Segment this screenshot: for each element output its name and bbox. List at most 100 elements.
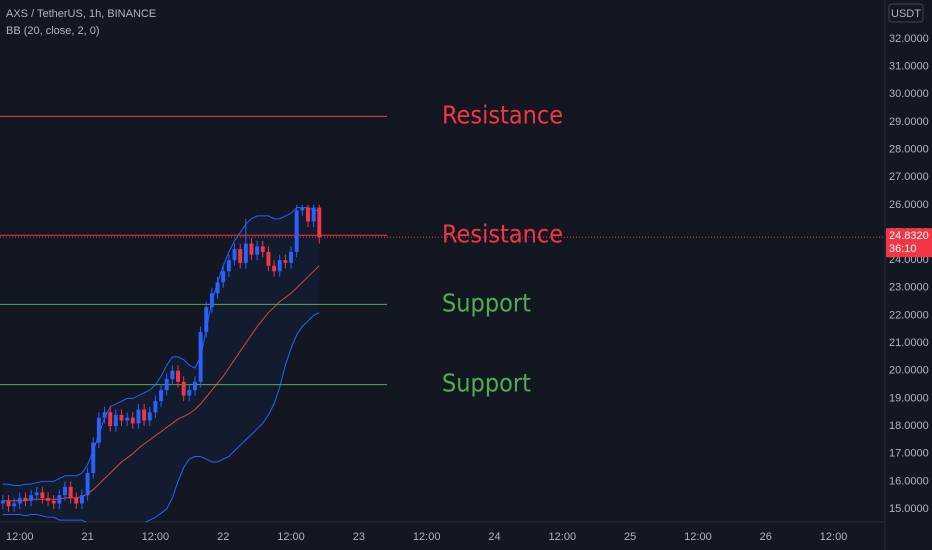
candle-body (74, 497, 79, 504)
candle-body (300, 207, 305, 211)
candle-body (51, 500, 56, 504)
x-tick-label: 12:00 (6, 531, 34, 543)
candle-body (85, 473, 90, 496)
candle-body (277, 260, 282, 272)
y-tick-label: 26.0000 (889, 199, 929, 211)
band-fill (2, 207, 320, 522)
y-tick-label: 28.0000 (889, 143, 929, 155)
candle-body (153, 401, 158, 413)
band-line (2, 312, 320, 522)
y-tick-label: 20.0000 (889, 365, 929, 377)
last-price-label: 24.8320 (889, 230, 929, 242)
y-tick-label: 17.0000 (889, 448, 929, 460)
y-tick-label: 16.0000 (889, 475, 929, 487)
candle-body (204, 307, 209, 333)
x-tick-label: 23 (353, 531, 365, 543)
x-tick-label: 12:00 (413, 531, 441, 543)
plot-area (0, 115, 885, 522)
candle-body (260, 246, 265, 252)
candle-body (198, 332, 203, 382)
y-tick-label: 19.0000 (889, 392, 929, 404)
candle-body (96, 417, 101, 443)
candle-body (164, 379, 169, 391)
candle-body (294, 210, 299, 252)
candle-body (226, 260, 231, 272)
y-tick-label: 15.0000 (889, 503, 929, 515)
candle-body (125, 417, 130, 421)
candle-body (221, 271, 226, 283)
x-tick-label: 24 (488, 531, 500, 543)
x-tick-label: 12:00 (549, 531, 577, 543)
candle-body (249, 243, 254, 255)
candle-body (29, 495, 34, 501)
candle-body (136, 409, 141, 424)
candle-body (289, 251, 294, 263)
chart-title: AXS / TetherUS, 1h, BINANCE (6, 8, 156, 20)
candle-body (142, 409, 147, 421)
y-tick-label: 29.0000 (889, 116, 929, 128)
level-label: Resistance (442, 100, 563, 129)
candle-body (317, 207, 322, 238)
x-tick-label: 22 (217, 531, 229, 543)
candle-body (209, 293, 214, 308)
currency: USDT (891, 8, 921, 20)
level-label: Support (442, 369, 531, 398)
candle-body (0, 500, 5, 504)
indicator-label: BB (20, close, 2, 0) (6, 25, 100, 37)
x-tick-label: 12:00 (142, 531, 170, 543)
candle-body (57, 495, 62, 504)
x-tick-label: 25 (624, 531, 636, 543)
candle-body (159, 390, 164, 402)
candle-body (102, 412, 107, 418)
candle-body (215, 282, 220, 294)
candle-body (34, 492, 39, 496)
candle-body (255, 246, 260, 255)
candle-body (232, 249, 237, 261)
y-tick-label: 21.0000 (889, 337, 929, 349)
candle-body (147, 412, 152, 421)
candle-body (113, 415, 118, 427)
candle-body (108, 412, 113, 427)
y-tick-label: 18.0000 (889, 420, 929, 432)
candle-body (63, 486, 67, 496)
candle-body (130, 417, 135, 424)
x-tick-label: 26 (760, 531, 772, 543)
y-tick-label: 31.0000 (889, 61, 929, 73)
candle-body (181, 381, 186, 396)
candle-body (272, 265, 277, 272)
x-tick-label: 12:00 (820, 531, 848, 543)
x-tick-label: 12:00 (684, 531, 712, 543)
candle-body (46, 497, 51, 501)
candle-body (187, 390, 192, 396)
candle-body (6, 500, 11, 507)
currency-box[interactable] (888, 3, 924, 23)
y-tick-label: 32.0000 (889, 33, 929, 45)
candle-body (23, 497, 28, 501)
candle-body (170, 370, 175, 380)
candle-body (12, 503, 17, 507)
candle-body (176, 370, 180, 382)
candle-body (243, 243, 248, 263)
candle-body (192, 381, 197, 391)
y-tick-label: 22.0000 (889, 309, 929, 321)
candle-body (238, 249, 243, 263)
candle-body (79, 495, 84, 504)
x-tick-label: 12:00 (277, 531, 305, 543)
candle-body (266, 251, 271, 266)
countdown: 36:10 (889, 243, 917, 255)
candle-body (91, 442, 96, 474)
candle-body (306, 207, 310, 222)
candle-body (311, 207, 316, 222)
candle-body (119, 415, 124, 421)
band-line (2, 207, 320, 486)
candle-body (68, 486, 73, 498)
candle-body (17, 497, 22, 504)
candle-body (40, 492, 45, 498)
y-tick-label: 23.0000 (889, 282, 929, 294)
band-line (2, 265, 320, 502)
level-label: Support (442, 288, 531, 317)
x-tick-label: 21 (81, 531, 93, 543)
candle-body (283, 260, 288, 263)
